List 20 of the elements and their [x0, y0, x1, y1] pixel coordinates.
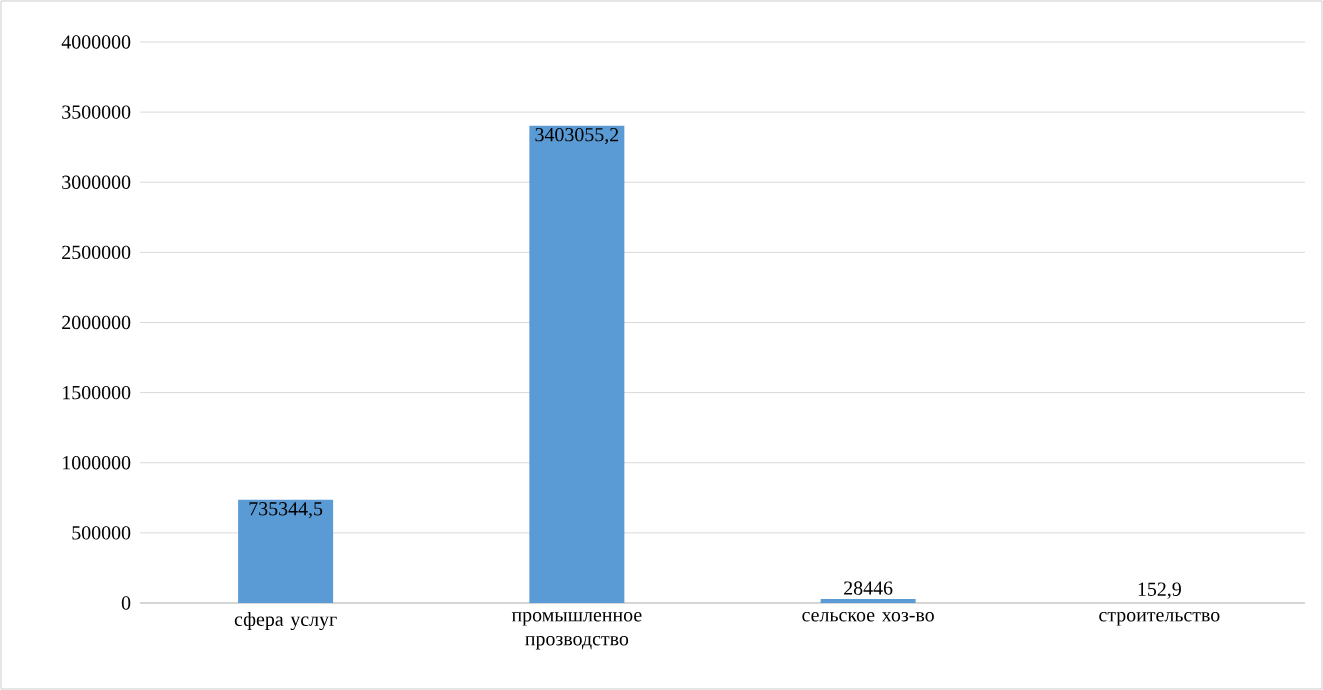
y-tick-label: 2000000 [62, 315, 131, 330]
y-tick-label: 3000000 [62, 175, 131, 189]
bar [529, 125, 625, 603]
x-tick-label: сельское хоз-во [802, 611, 934, 622]
y-tick-label: 3500000 [62, 105, 131, 119]
bar [238, 499, 334, 603]
bar [820, 599, 916, 603]
y-tick-label: 1000000 [63, 456, 131, 470]
y-tick-label: 0 [121, 596, 131, 610]
y-tick-label: 500000 [72, 526, 131, 540]
x-tick-label: строительство [1099, 611, 1220, 626]
data-label: 28446 [844, 581, 893, 595]
y-tick-label: 4000000 [61, 35, 131, 49]
data-label: 735344,5 [249, 502, 323, 519]
x-tick-label: промышленное прозводство [511, 611, 642, 650]
data-label: 3403055,2 [535, 127, 619, 145]
y-tick-label: 1500000 [63, 385, 131, 400]
y-tick-label: 2500000 [62, 245, 131, 260]
data-label: 152,9 [1138, 582, 1181, 599]
x-tick-label: сфера услуг [234, 611, 337, 631]
